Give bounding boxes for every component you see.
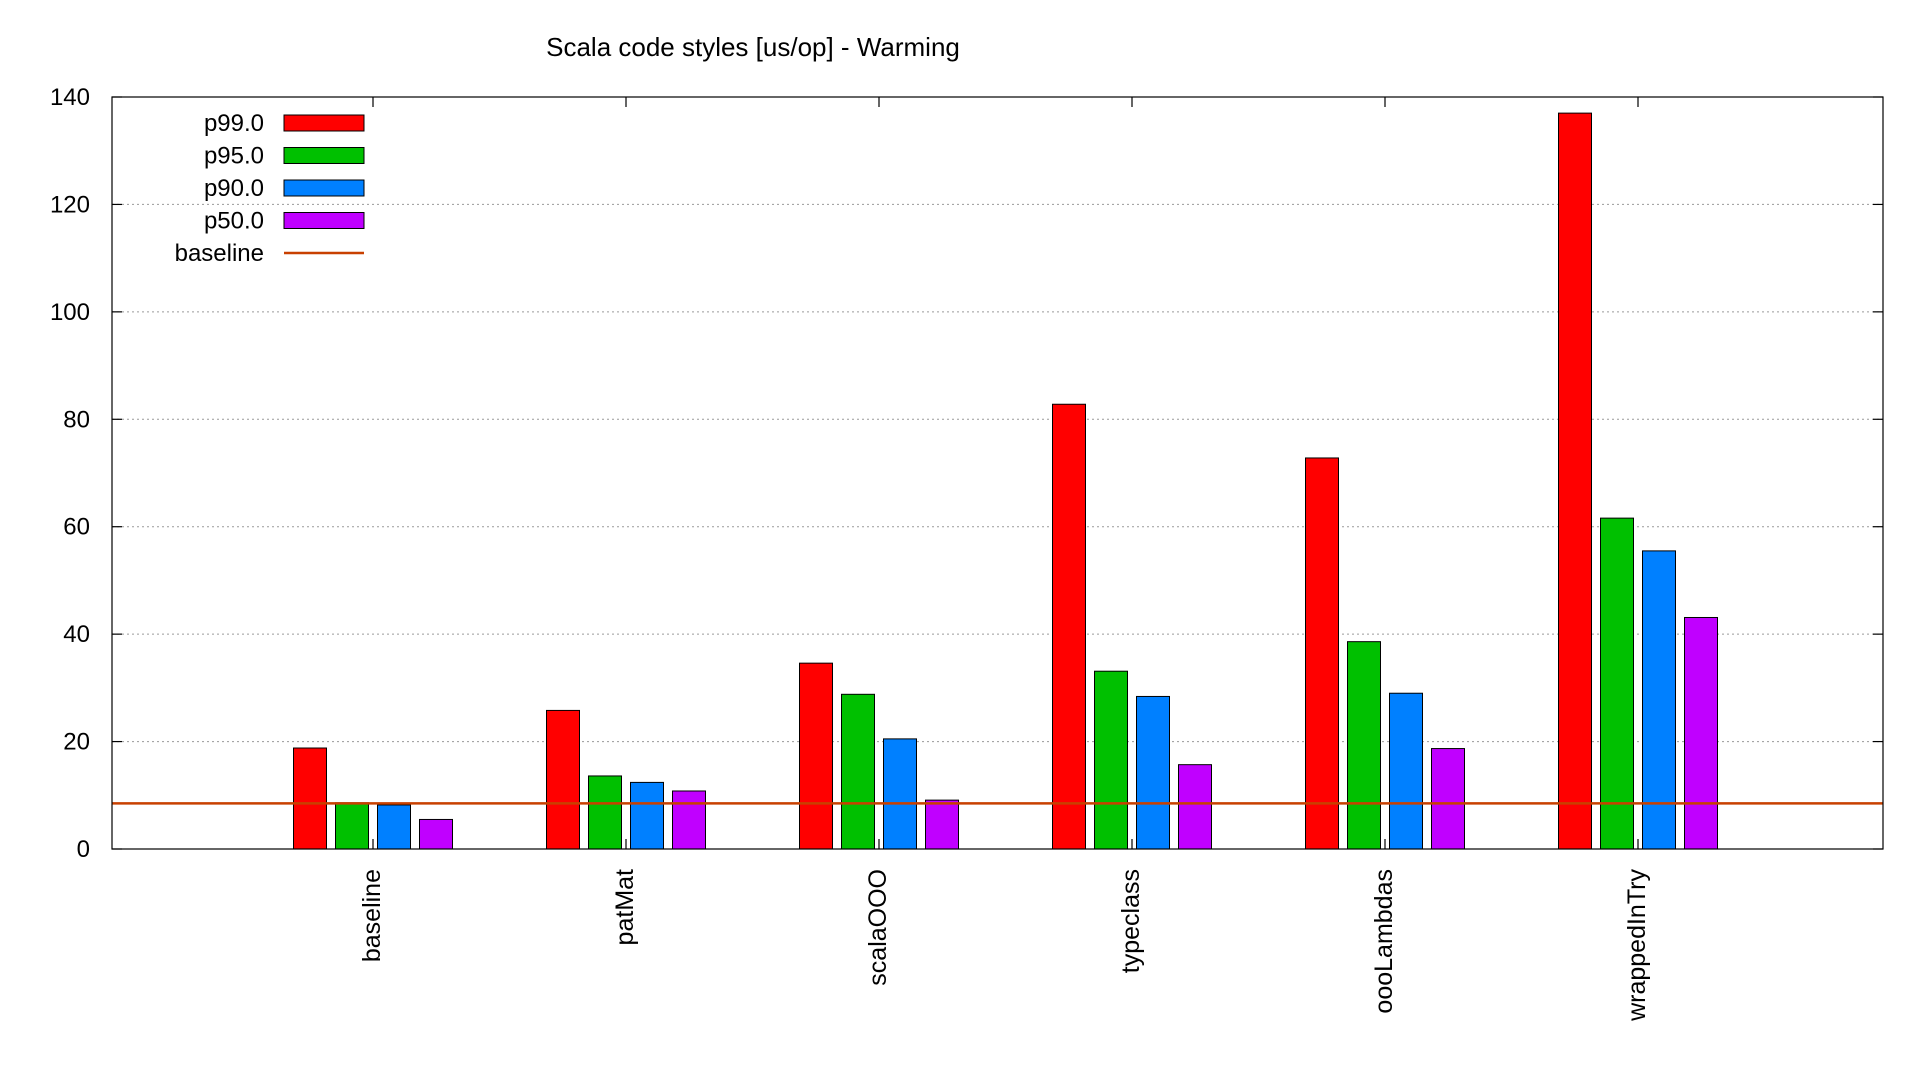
y-tick-label: 0 <box>77 836 90 863</box>
bar-patMat-p95.0 <box>588 775 622 850</box>
bar-baseline-p90.0 <box>377 804 411 850</box>
x-tick-label: wrappedInTry <box>1623 869 1651 1022</box>
bar-wrappedInTry-p95.0 <box>1600 517 1634 850</box>
bar-scalaOOO-p50.0 <box>925 799 959 850</box>
bar-oooLambdas-p50.0 <box>1431 748 1465 850</box>
bars <box>293 112 1718 850</box>
bar-oooLambdas-p95.0 <box>1347 641 1381 850</box>
plot-frame <box>111 96 1884 850</box>
legend-label-p95.0: p95.0 <box>204 143 264 170</box>
x-tick-label: baseline <box>358 869 386 962</box>
axis-ticks: 0 20 40 60 80 100 120 140 <box>50 84 1883 863</box>
x-tick-label: typeclass <box>1117 869 1145 973</box>
bar-patMat-p90.0 <box>630 781 664 850</box>
bar-wrappedInTry-p50.0 <box>1684 616 1718 850</box>
bar-wrappedInTry-p99.0 <box>1558 112 1592 850</box>
bar-oooLambdas-p99.0 <box>1305 457 1339 850</box>
x-tick-label: patMat <box>611 869 639 945</box>
legend-swatch-p95.0 <box>283 147 365 164</box>
legend: p99.0 p95.0 p90.0 p50.0 baseline <box>175 110 365 267</box>
y-tick-label: 60 <box>63 514 90 541</box>
y-tick-label: 80 <box>63 406 90 433</box>
bar-typeclass-p50.0 <box>1178 764 1212 850</box>
bar-oooLambdas-p90.0 <box>1389 692 1423 850</box>
bar-patMat-p50.0 <box>672 790 706 850</box>
legend-label-baseline: baseline <box>175 240 264 267</box>
bar-baseline-p50.0 <box>419 818 453 850</box>
legend-label-p90.0: p90.0 <box>204 175 264 202</box>
legend-swatch-p90.0 <box>283 179 365 197</box>
chart-title: Scala code styles [us/op] - Warming <box>546 32 960 62</box>
y-tick-label: 100 <box>50 299 90 326</box>
bar-scalaOOO-p95.0 <box>841 693 875 850</box>
y-tick-label: 140 <box>50 84 90 111</box>
bar-typeclass-p95.0 <box>1094 670 1128 850</box>
bar-scalaOOO-p99.0 <box>799 662 833 850</box>
y-tick-label: 40 <box>63 621 90 648</box>
bar-patMat-p99.0 <box>546 709 580 850</box>
legend-swatch-p50.0 <box>283 212 365 229</box>
x-tick-labels: baseline patMat scalaOOO typeclass oooLambda… <box>358 869 1651 1022</box>
bar-baseline-p95.0 <box>335 802 369 850</box>
legend-label-p50.0: p50.0 <box>204 208 264 235</box>
bar-baseline-p99.0 <box>293 747 327 850</box>
bar-typeclass-p99.0 <box>1052 403 1086 850</box>
legend-swatch-p99.0 <box>283 114 365 132</box>
x-tick-label: scalaOOO <box>864 869 892 986</box>
x-tick-label: oooLambdas <box>1370 869 1398 1014</box>
bar-scalaOOO-p90.0 <box>883 738 917 850</box>
y-tick-label: 120 <box>50 191 90 218</box>
legend-label-p99.0: p99.0 <box>204 110 264 137</box>
y-tick-label: 20 <box>63 729 90 756</box>
bar-typeclass-p90.0 <box>1136 695 1170 850</box>
